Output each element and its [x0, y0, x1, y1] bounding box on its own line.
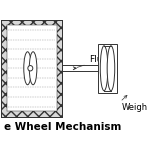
Text: e Wheel Mechanism: e Wheel Mechanism — [4, 123, 122, 132]
Circle shape — [28, 66, 33, 71]
Ellipse shape — [29, 52, 37, 85]
Text: Fluid: Fluid — [77, 56, 111, 67]
Bar — [98, 44, 117, 93]
Bar — [1, 20, 62, 117]
Text: Weigh: Weigh — [121, 103, 147, 112]
Ellipse shape — [100, 46, 108, 91]
Ellipse shape — [107, 46, 115, 91]
Bar — [7, 26, 57, 111]
Ellipse shape — [24, 52, 31, 85]
